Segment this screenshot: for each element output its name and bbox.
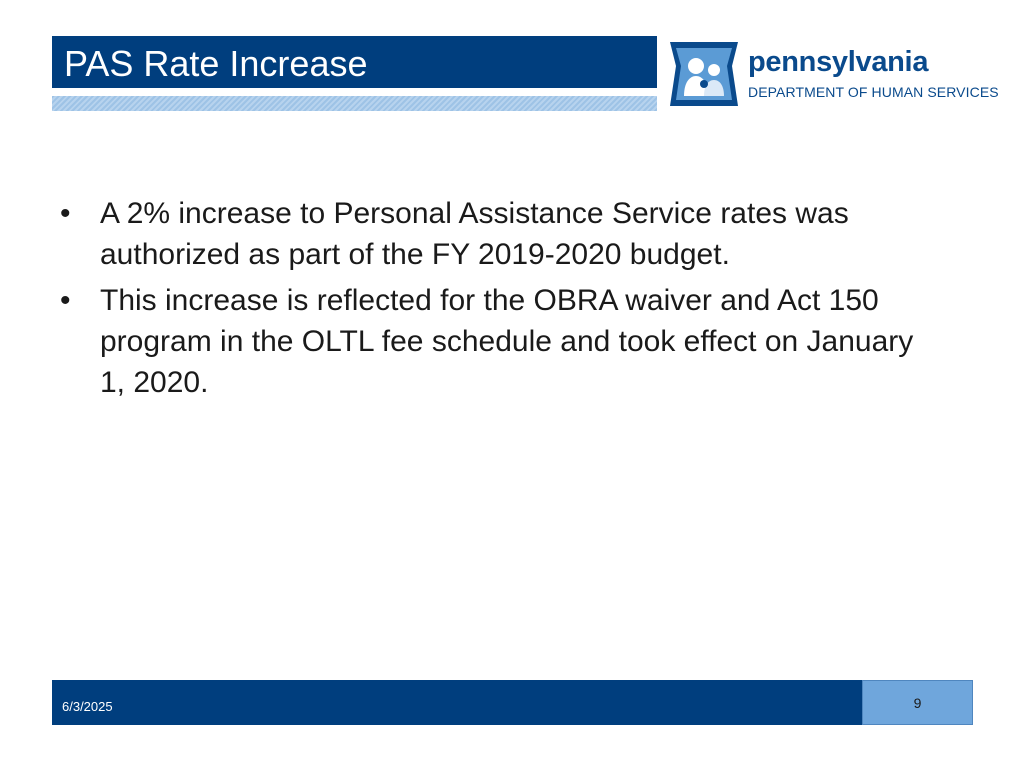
logo-department: DEPARTMENT OF HUMAN SERVICES — [748, 84, 999, 100]
page-number: 9 — [913, 695, 922, 711]
footer-bar: 6/3/2025 — [52, 680, 862, 725]
logo-wordmark: pennsylvania — [748, 46, 929, 78]
bullet-text: A 2% increase to Personal Assistance Ser… — [100, 197, 849, 271]
title-underline — [52, 96, 657, 111]
slide-title: PAS Rate Increase — [64, 43, 368, 84]
title-bar: PAS Rate Increase — [52, 36, 657, 88]
footer-date: 6/3/2025 — [62, 699, 113, 714]
bullet-item: • A 2% increase to Personal Assistance S… — [56, 193, 936, 275]
bullet-list: • A 2% increase to Personal Assistance S… — [56, 193, 936, 408]
bullet-dot-icon: • — [60, 197, 71, 230]
bullet-dot-icon: • — [60, 284, 71, 317]
pa-dhs-logo: pennsylvania DEPARTMENT OF HUMAN SERVICE… — [668, 38, 1008, 110]
bullet-item: • This increase is reflected for the OBR… — [56, 280, 936, 403]
bullet-text: This increase is reflected for the OBRA … — [100, 284, 914, 399]
page-number-box: 9 — [862, 680, 973, 725]
keystone-family-icon — [670, 42, 738, 106]
